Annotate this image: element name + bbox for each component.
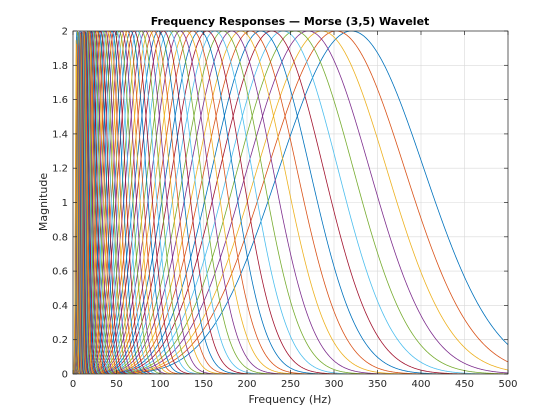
y-tick-label: 0.6 xyxy=(52,267,68,278)
y-tick-label: 1.6 xyxy=(52,95,68,106)
response-curve xyxy=(73,31,508,374)
y-tick-label: 2 xyxy=(62,27,68,38)
y-tick-label: 0 xyxy=(62,370,68,381)
response-curve xyxy=(73,31,508,374)
x-tick-label: 450 xyxy=(455,379,474,390)
response-curve xyxy=(73,31,508,374)
x-tick-label: 300 xyxy=(324,379,343,390)
response-curve xyxy=(73,31,508,374)
x-tick-labels: 0 50 100 150 200 250 300 350 400 450 500 xyxy=(70,379,518,390)
y-tick-label: 0.2 xyxy=(52,335,68,346)
y-tick-label: 1.2 xyxy=(52,164,68,175)
response-curve xyxy=(73,31,508,374)
response-curve xyxy=(73,31,508,374)
x-tick-label: 200 xyxy=(237,379,256,390)
chart-title: Frequency Responses — Morse (3,5) Wavele… xyxy=(151,15,430,28)
response-curve xyxy=(73,31,508,374)
x-tick-label: 150 xyxy=(194,379,213,390)
response-curve xyxy=(73,31,508,374)
response-curve xyxy=(73,31,508,374)
y-tick-label: 0.4 xyxy=(52,301,68,312)
y-tick-label: 1.8 xyxy=(52,61,68,72)
response-curve xyxy=(73,31,508,374)
x-tick-label: 400 xyxy=(411,379,430,390)
response-curve xyxy=(73,31,508,374)
response-curve xyxy=(73,31,508,374)
response-curve xyxy=(73,31,508,374)
x-tick-label: 0 xyxy=(70,379,76,390)
y-tick-label: 1.4 xyxy=(52,129,68,140)
axis-ticks xyxy=(72,30,509,375)
response-curve xyxy=(73,31,508,374)
response-curve xyxy=(73,31,508,374)
response-curve xyxy=(73,31,508,374)
y-tick-label: 1 xyxy=(62,198,68,209)
response-curve xyxy=(73,31,508,374)
response-curve xyxy=(73,31,508,374)
response-curve xyxy=(73,31,508,374)
response-curve xyxy=(73,31,508,374)
x-tick-label: 500 xyxy=(498,379,517,390)
x-axis-label: Frequency (Hz) xyxy=(249,393,332,406)
y-tick-labels: 0 0.2 0.4 0.6 0.8 1 1.2 1.4 1.6 1.8 2 xyxy=(52,27,68,381)
x-tick-label: 250 xyxy=(281,379,300,390)
response-curve xyxy=(73,31,508,374)
y-axis-label: Magnitude xyxy=(37,173,50,232)
x-tick-label: 350 xyxy=(368,379,387,390)
response-curve xyxy=(73,31,508,374)
x-tick-label: 100 xyxy=(150,379,169,390)
x-tick-label: 50 xyxy=(110,379,123,390)
response-curve xyxy=(73,31,508,374)
response-curve xyxy=(73,31,508,374)
y-tick-label: 0.8 xyxy=(52,232,68,243)
response-curve xyxy=(73,31,508,374)
